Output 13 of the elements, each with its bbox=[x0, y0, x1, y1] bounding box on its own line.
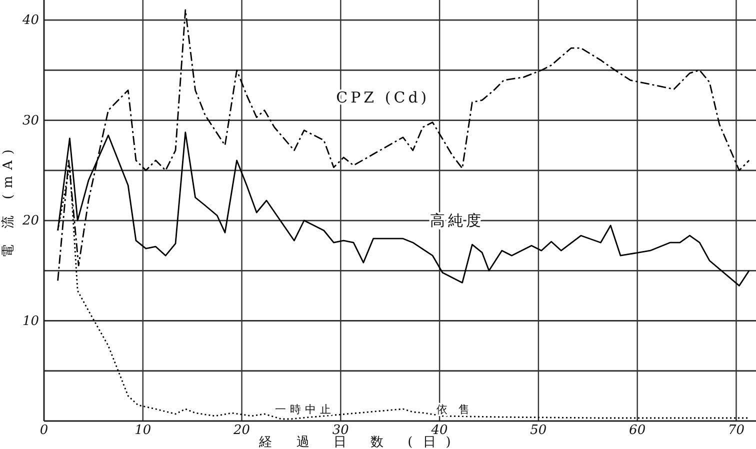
x-axis-title: 経 過 日 数 (日) bbox=[258, 435, 461, 449]
y-tick-label: 40 bbox=[21, 13, 39, 28]
x-tick-label: 10 bbox=[134, 423, 152, 438]
x-tick-label: 60 bbox=[629, 423, 646, 438]
y-axis-title: 電 流 (mA) bbox=[0, 143, 16, 258]
x-tick-label: 20 bbox=[232, 423, 250, 438]
y-tick-label: 30 bbox=[22, 113, 39, 128]
x-tick-label: 0 bbox=[40, 423, 48, 438]
annotation: 一時中止 bbox=[275, 403, 335, 416]
x-tick-label: 50 bbox=[530, 423, 547, 438]
y-tick-label: 20 bbox=[21, 214, 39, 229]
x-tick-label: 70 bbox=[728, 423, 744, 438]
y-tick-label: 10 bbox=[22, 314, 39, 329]
